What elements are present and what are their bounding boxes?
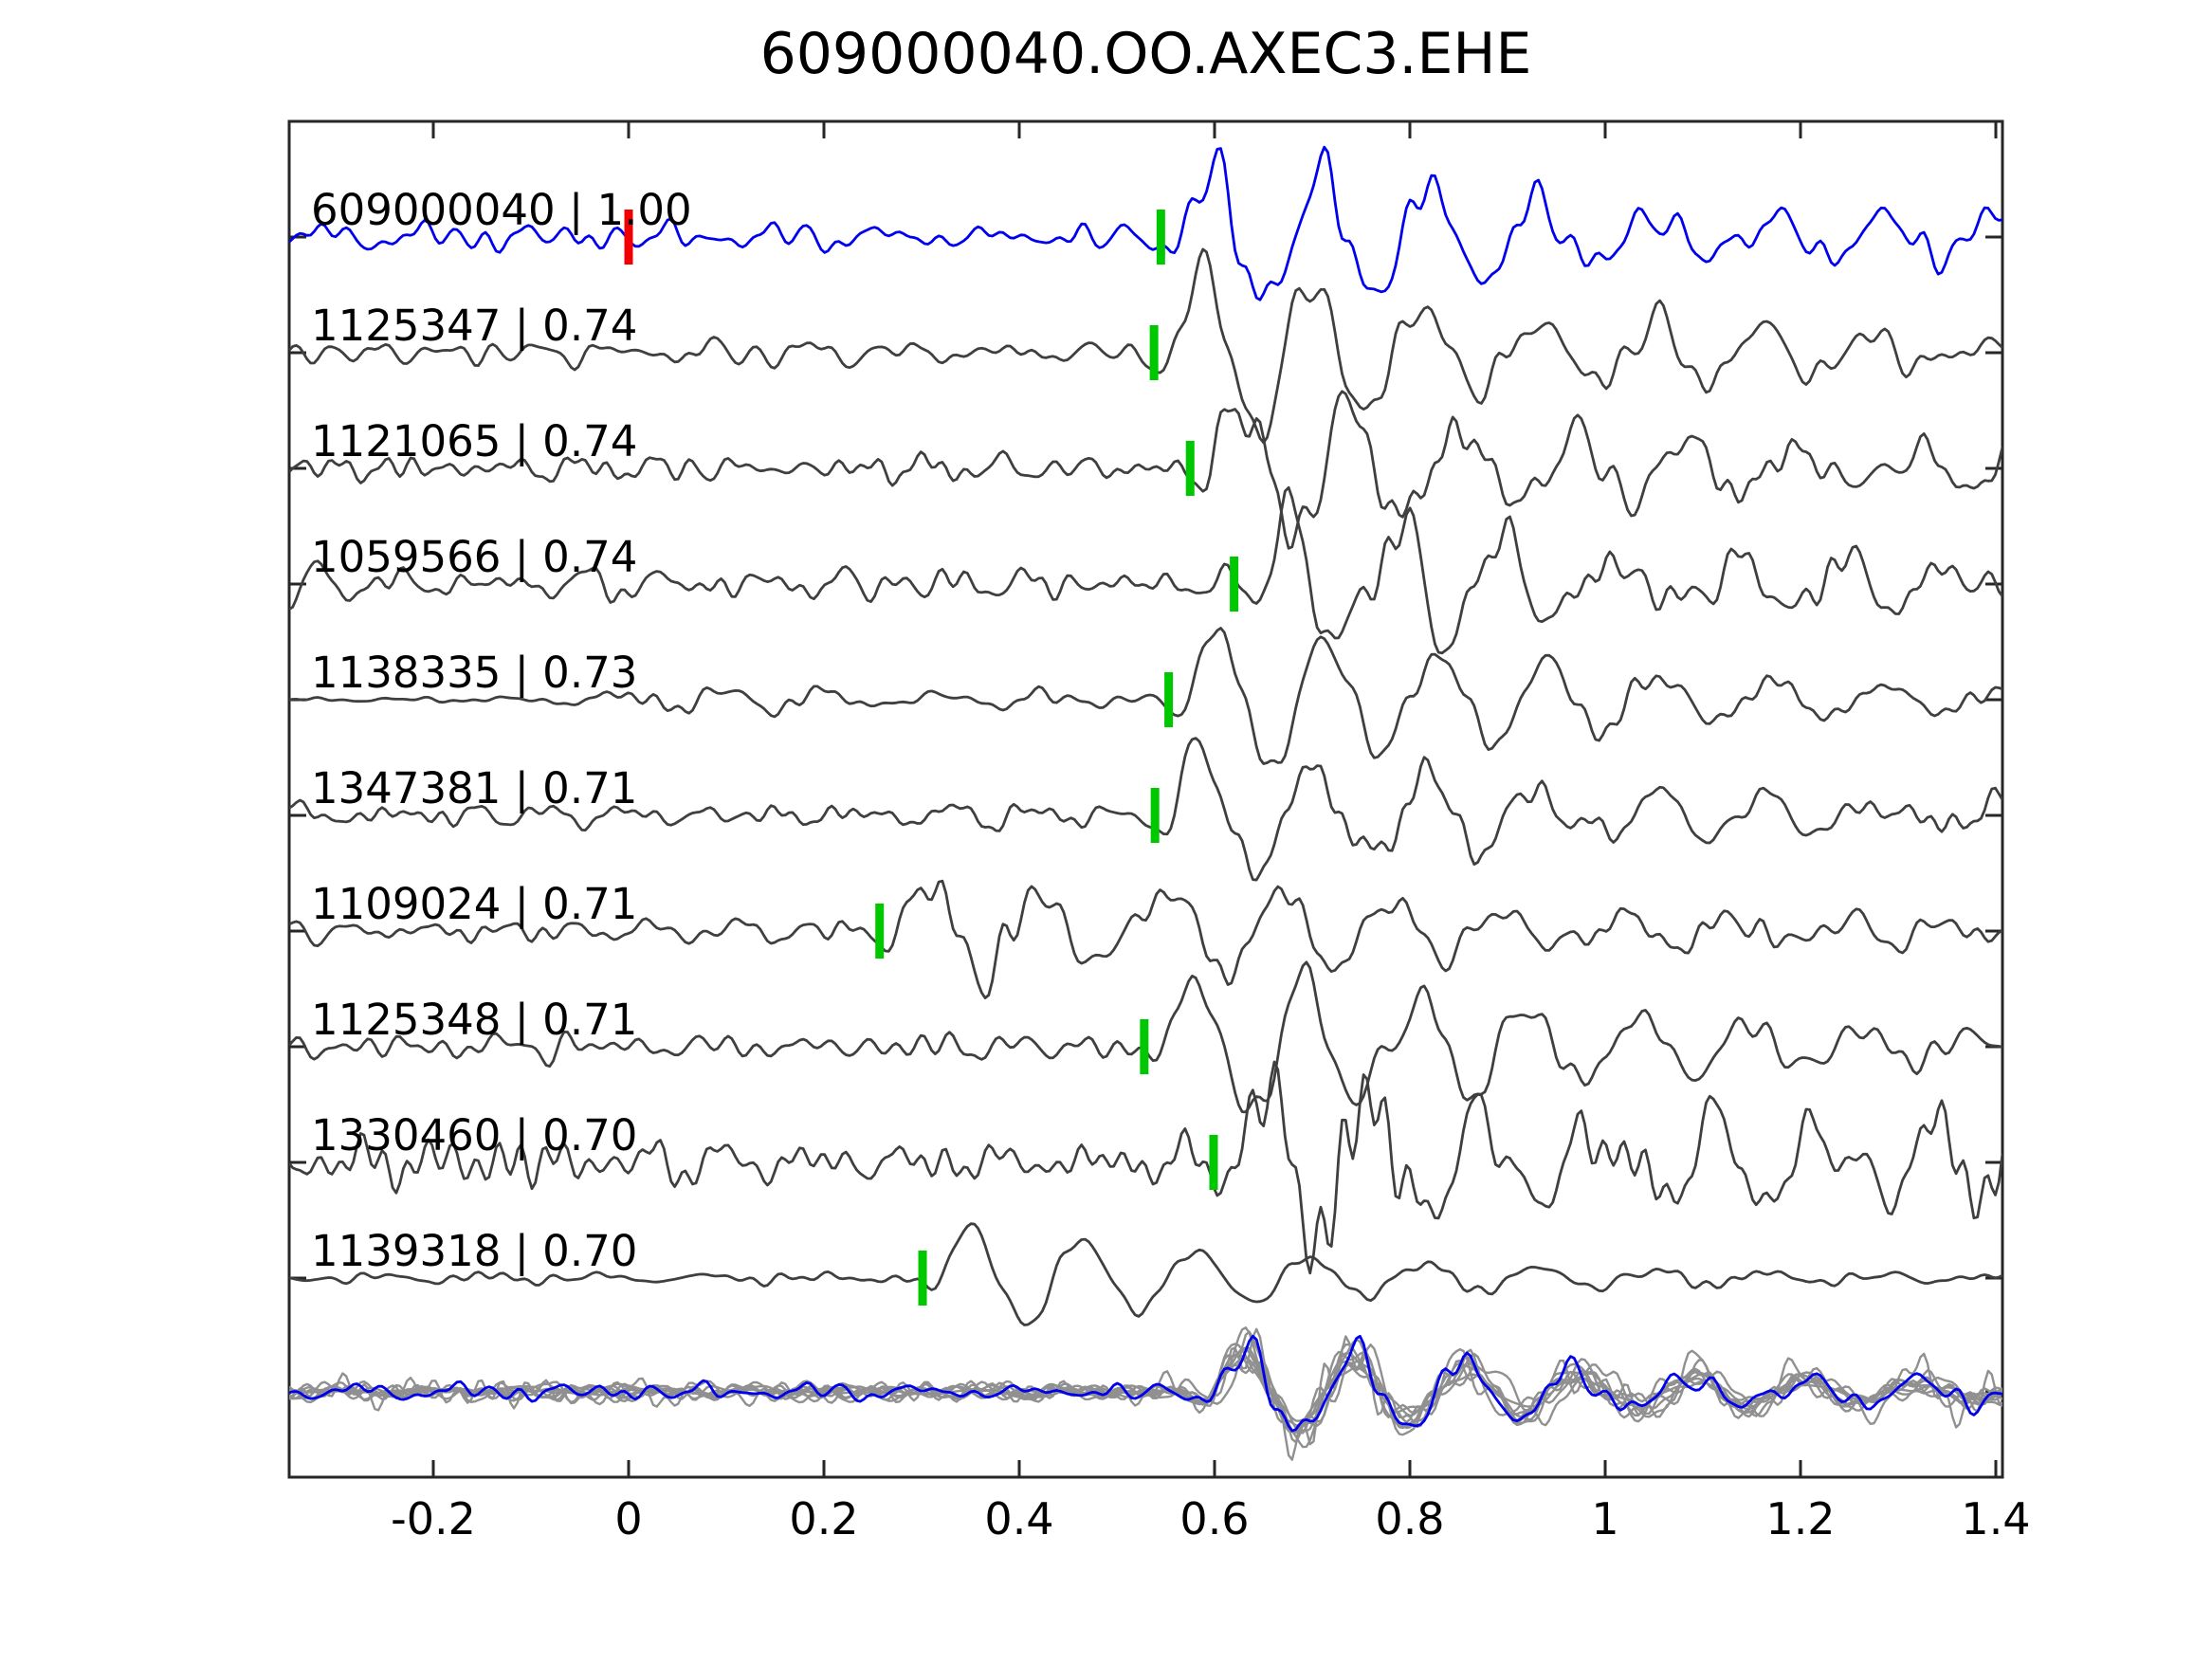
- trace-waveform-1330460: [289, 1060, 2002, 1275]
- pick-marker-1121065: [1185, 441, 1195, 496]
- trace-label-1109024: 1109024 | 0.71: [311, 879, 637, 929]
- trace-label-1330460: 1330460 | 0.70: [311, 1110, 637, 1160]
- pick-marker-1139318: [918, 1251, 927, 1306]
- x-tick-label: 0.4: [984, 1493, 1053, 1544]
- trace-waveform-1059566: [289, 485, 2002, 655]
- trace-waveform-1121065: [289, 390, 2002, 550]
- pick-marker-1125348: [1140, 1019, 1149, 1074]
- overlay-trace: [289, 1338, 2002, 1435]
- trace-label-1059566: 1059566 | 0.74: [311, 532, 637, 582]
- trace-waveform-1138335: [289, 627, 2002, 765]
- pick-marker-1330460: [1209, 1135, 1218, 1190]
- markers-group: [624, 210, 1239, 1306]
- x-tick-label: 0.6: [1179, 1493, 1249, 1544]
- pick-marker-609000040: [1156, 210, 1165, 265]
- x-tick-label: 1.4: [1961, 1493, 2030, 1544]
- trace-label-1125348: 1125348 | 0.71: [311, 995, 637, 1045]
- overlay-trace: [289, 1359, 2002, 1435]
- x-tick-label: 0.2: [789, 1493, 858, 1544]
- trace-label-1138335: 1138335 | 0.73: [311, 648, 637, 698]
- trace-waveform-1347381: [289, 737, 2002, 882]
- pick-marker-1347381: [1150, 788, 1160, 843]
- x-tick-label: 0.8: [1375, 1493, 1444, 1544]
- x-tick-label: 1: [1591, 1493, 1618, 1544]
- trace-label-1139318: 1139318 | 0.70: [311, 1226, 637, 1276]
- origin-marker-609000040: [624, 210, 633, 265]
- trace-label-1125347: 1125347 | 0.74: [311, 301, 637, 351]
- pick-marker-1109024: [875, 904, 885, 959]
- x-tick-label: 1.2: [1765, 1493, 1835, 1544]
- pick-marker-1138335: [1164, 672, 1174, 727]
- trace-waveform-609000040: [289, 145, 2002, 302]
- trace-waveform-1125347: [289, 247, 2002, 445]
- x-tick-label: 0: [614, 1493, 642, 1544]
- pick-marker-1059566: [1230, 557, 1239, 612]
- trace-label-609000040: 609000040 | 1.00: [311, 185, 692, 235]
- trace-label-1121065: 1121065 | 0.74: [311, 416, 637, 466]
- overlay-reference-trace: [289, 1334, 2002, 1433]
- x-ticks: [431, 121, 1998, 1477]
- trace-label-1347381: 1347381 | 0.71: [311, 763, 637, 813]
- y-ticks: [289, 235, 2002, 1394]
- trace-waveform-1109024: [289, 879, 2002, 999]
- trace-waveform-1139318: [289, 1222, 2002, 1326]
- traces-group: [289, 145, 2002, 1461]
- x-tick-label: -0.2: [391, 1493, 476, 1544]
- plot-title: 609000040.OO.AXEC3.EHE: [759, 21, 1532, 87]
- pick-marker-1125347: [1149, 325, 1159, 380]
- overlay-group: [289, 1326, 2002, 1461]
